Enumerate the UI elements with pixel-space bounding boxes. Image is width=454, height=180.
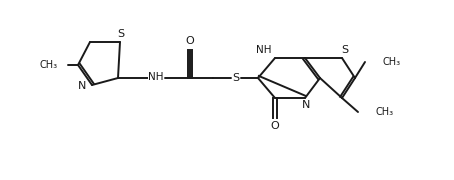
Text: NH: NH <box>148 72 164 82</box>
Text: NH: NH <box>257 45 272 55</box>
Text: S: S <box>341 45 349 55</box>
Text: CH₃: CH₃ <box>40 60 58 70</box>
Text: CH₃: CH₃ <box>376 107 394 117</box>
Text: N: N <box>78 81 86 91</box>
Text: S: S <box>118 29 124 39</box>
Text: N: N <box>302 100 310 110</box>
Text: S: S <box>232 73 240 83</box>
Text: O: O <box>186 36 194 46</box>
Text: CH₃: CH₃ <box>383 57 401 67</box>
Text: O: O <box>271 121 279 131</box>
